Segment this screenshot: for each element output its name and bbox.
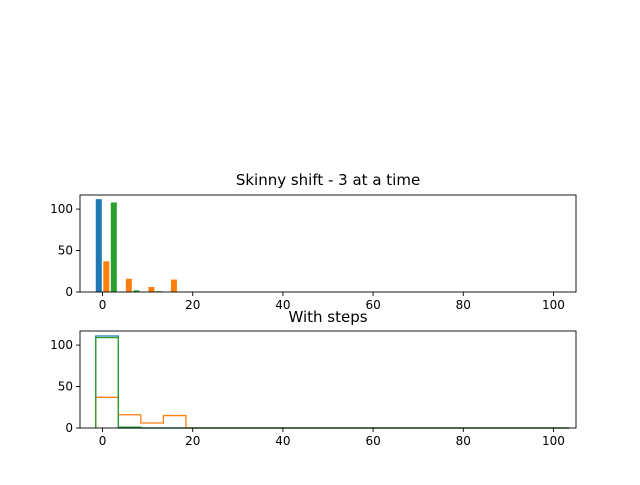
chart-title: Skinny shift - 3 at a time	[236, 171, 420, 189]
bar	[103, 261, 110, 292]
step-series-line	[95, 335, 570, 429]
y-tick-label: 0	[65, 421, 73, 435]
x-tick-label: 100	[542, 434, 565, 448]
step-series-line	[95, 336, 570, 429]
bar	[110, 202, 117, 292]
x-tick-label: 20	[185, 434, 200, 448]
plot-area	[95, 335, 570, 429]
bar	[95, 199, 102, 292]
x-tick-label: 20	[185, 298, 200, 312]
y-tick-label: 50	[58, 244, 73, 258]
chart-title: With steps	[288, 308, 367, 326]
chart-skinny-shift: Skinny shift - 3 at a time 0 20 40 60 80 100 0…	[50, 171, 577, 312]
y-tick-label: 100	[50, 338, 73, 352]
x-tick-label: 40	[275, 298, 290, 312]
bar	[125, 278, 132, 292]
bar-series	[95, 199, 102, 292]
x-tick-label: 80	[456, 298, 471, 312]
x-tick-label: 60	[365, 434, 380, 448]
axes-frame	[79, 194, 577, 293]
x-tick-label: 0	[99, 434, 107, 448]
x-tick-label: 80	[456, 434, 471, 448]
bar	[170, 279, 177, 292]
bar	[133, 290, 140, 292]
chart-with-steps: With steps 0 20 40 60 80 100 0 50 100	[50, 308, 577, 448]
x-tick-label: 0	[99, 298, 107, 312]
bar	[148, 287, 155, 292]
x-tick-label: 100	[542, 298, 565, 312]
plot-area	[95, 199, 177, 292]
bar-series	[110, 202, 162, 292]
step-series-line	[95, 396, 570, 429]
x-tick-label: 40	[275, 434, 290, 448]
y-tick-label: 100	[50, 202, 73, 216]
bar-series	[103, 261, 177, 292]
axes-frame	[79, 330, 577, 429]
y-tick-label: 50	[58, 380, 73, 394]
y-tick-label: 0	[65, 285, 73, 299]
x-tick-label: 60	[365, 298, 380, 312]
